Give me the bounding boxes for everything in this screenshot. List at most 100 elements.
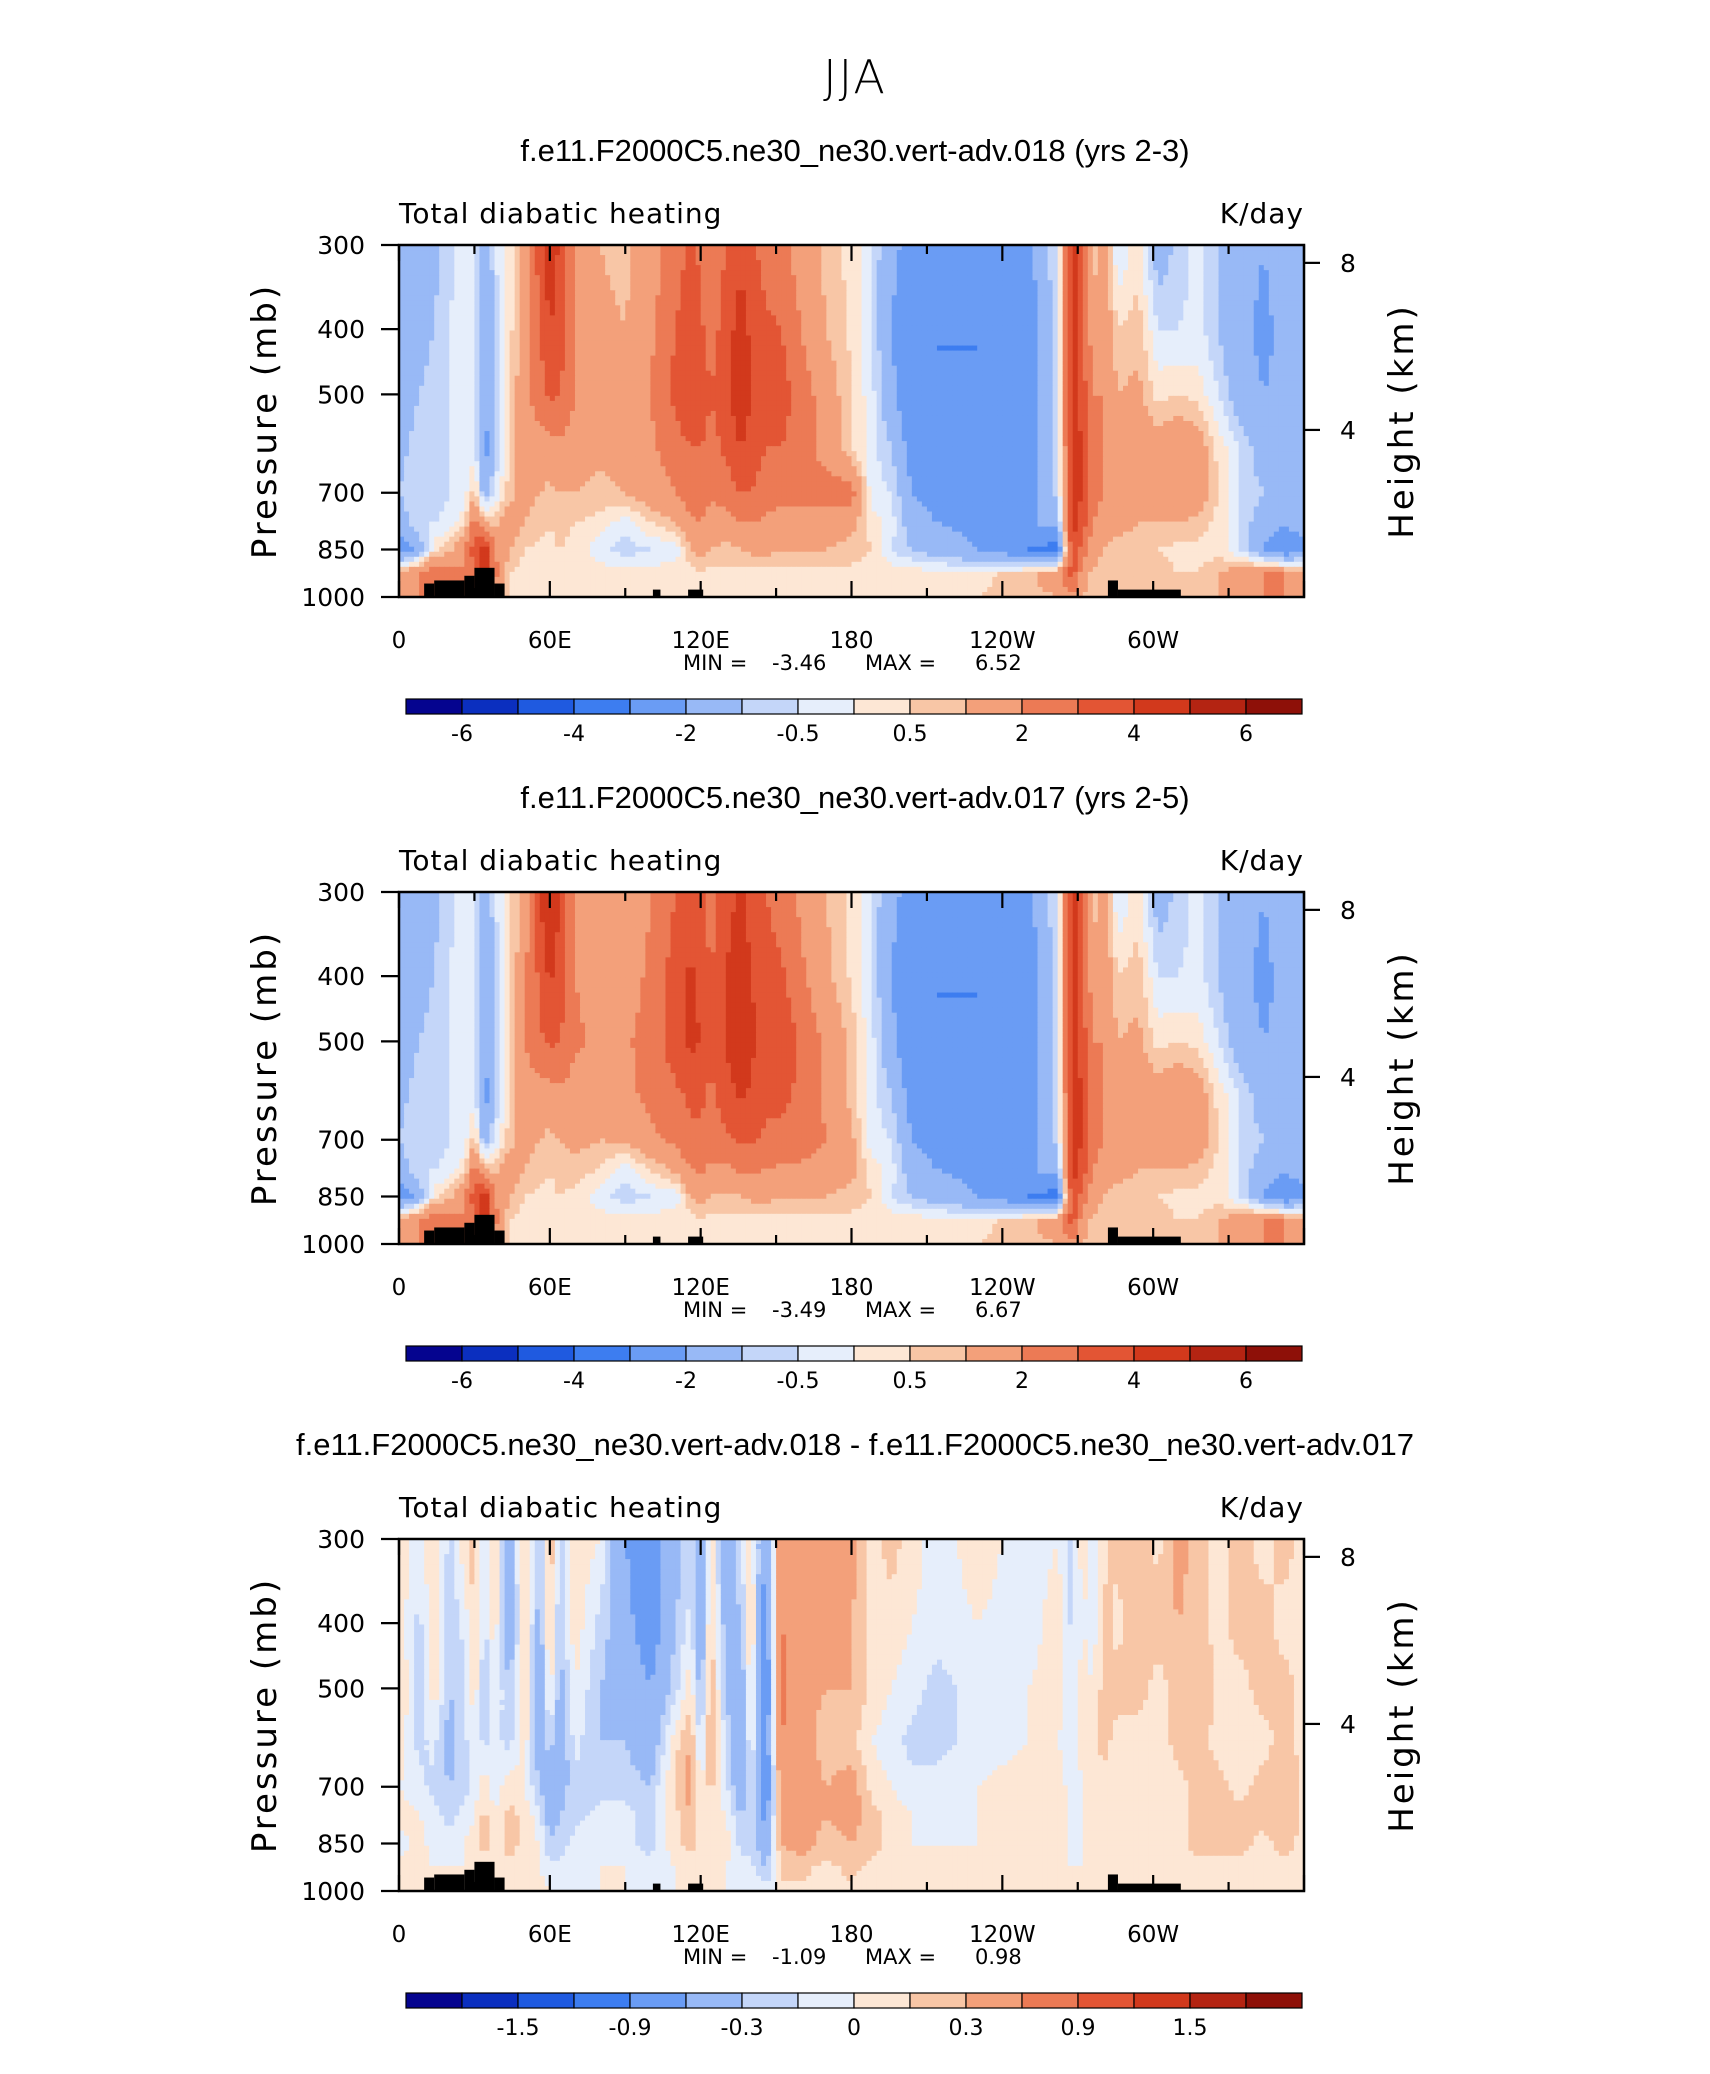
heatmap-cell — [887, 341, 893, 347]
heatmap-cell — [912, 325, 918, 331]
heatmap-cell — [892, 305, 898, 311]
heatmap-cell — [751, 280, 757, 286]
heatmap-cell — [500, 300, 506, 306]
heatmap-cell — [1108, 330, 1114, 336]
heatmap-cell — [500, 275, 506, 281]
heatmap-cell — [741, 361, 747, 367]
heatmap-cell — [1198, 310, 1204, 316]
heatmap-cell — [691, 260, 697, 266]
heatmap-cell — [1284, 290, 1290, 296]
heatmap-cell — [1229, 265, 1235, 271]
heatmap-cell — [1128, 265, 1134, 271]
heatmap-cell — [645, 356, 651, 362]
heatmap-cell — [671, 265, 677, 271]
heatmap-cell — [826, 280, 832, 286]
heatmap-cell — [545, 310, 551, 316]
heatmap-cell — [761, 275, 767, 281]
heatmap-cell — [927, 341, 933, 347]
heatmap-cell — [595, 325, 601, 331]
heatmap-cell — [1294, 290, 1300, 296]
heatmap-cell — [801, 361, 807, 367]
heatmap-cell — [1083, 270, 1089, 276]
heatmap-cell — [841, 356, 847, 362]
heatmap-cell — [449, 341, 455, 347]
heatmap-cell — [1193, 280, 1199, 286]
heatmap-cell — [997, 320, 1003, 326]
heatmap-cell — [791, 361, 797, 367]
heatmap-cell — [1168, 260, 1174, 266]
heatmap-cell — [1098, 336, 1104, 342]
heatmap-cell — [756, 270, 762, 276]
heatmap-cell — [1098, 351, 1104, 357]
heatmap-cell — [454, 290, 460, 296]
heatmap-cell — [811, 255, 817, 261]
heatmap-cell — [1158, 260, 1164, 266]
heatmap-cell — [575, 356, 581, 362]
heatmap-cell — [630, 250, 636, 256]
heatmap-cell — [1289, 346, 1295, 352]
heatmap-cell — [575, 270, 581, 276]
heatmap-cell — [550, 295, 556, 301]
heatmap-cell — [892, 336, 898, 342]
heatmap-cell — [972, 315, 978, 321]
heatmap-cell — [1053, 300, 1059, 306]
heatmap-cell — [590, 305, 596, 311]
heatmap-cell — [605, 310, 611, 316]
heatmap-cell — [640, 341, 646, 347]
heatmap-cell — [751, 341, 757, 347]
heatmap-cell — [484, 280, 490, 286]
heatmap-cell — [1103, 295, 1109, 301]
heatmap-cell — [947, 346, 953, 352]
heatmap-cell — [595, 260, 601, 266]
heatmap-cell — [1239, 255, 1245, 261]
heatmap-cell — [1289, 315, 1295, 321]
heatmap-cell — [1053, 356, 1059, 362]
heatmap-cell — [1108, 295, 1114, 301]
heatmap-cell — [756, 250, 762, 256]
heatmap-cell — [902, 325, 908, 331]
heatmap-cell — [1224, 336, 1230, 342]
heatmap-cell — [1219, 270, 1225, 276]
heatmap-cell — [736, 356, 742, 362]
heatmap-cell — [474, 330, 480, 336]
heatmap-cell — [419, 275, 425, 281]
heatmap-cell — [510, 255, 516, 261]
heatmap-cell — [922, 346, 928, 352]
heatmap-cell — [650, 300, 656, 306]
heatmap-cell — [530, 305, 536, 311]
heatmap-cell — [947, 351, 953, 357]
heatmap-cell — [671, 275, 677, 281]
heatmap-cell — [1038, 280, 1044, 286]
heatmap-cell — [942, 290, 948, 296]
heatmap-cell — [630, 330, 636, 336]
heatmap-cell — [701, 361, 707, 367]
heatmap-cell — [1163, 356, 1169, 362]
heatmap-cell — [409, 320, 415, 326]
heatmap-cell — [1219, 275, 1225, 281]
heatmap-cell — [771, 270, 777, 276]
heatmap-cell — [505, 310, 511, 316]
heatmap-cell — [1264, 280, 1270, 286]
heatmap-cell — [565, 320, 571, 326]
heatmap-cell — [495, 310, 501, 316]
heatmap-cell — [826, 265, 832, 271]
heatmap-cell — [1007, 275, 1013, 281]
heatmap-cell — [761, 300, 767, 306]
heatmap-cell — [414, 351, 420, 357]
heatmap-cell — [434, 260, 440, 266]
heatmap-cell — [484, 330, 490, 336]
heatmap-cell — [806, 341, 812, 347]
heatmap-cell — [947, 255, 953, 261]
heatmap-cell — [997, 280, 1003, 286]
heatmap-cell — [625, 315, 631, 321]
heatmap-cell — [510, 260, 516, 266]
heatmap-cell — [525, 270, 531, 276]
heatmap-cell — [575, 361, 581, 367]
heatmap-cell — [1068, 270, 1074, 276]
heatmap-cell — [962, 280, 968, 286]
heatmap-cell — [1108, 325, 1114, 331]
heatmap-cell — [540, 265, 546, 271]
heatmap-cell — [1128, 325, 1134, 331]
heatmap-cell — [625, 341, 631, 347]
heatmap-cell — [671, 341, 677, 347]
